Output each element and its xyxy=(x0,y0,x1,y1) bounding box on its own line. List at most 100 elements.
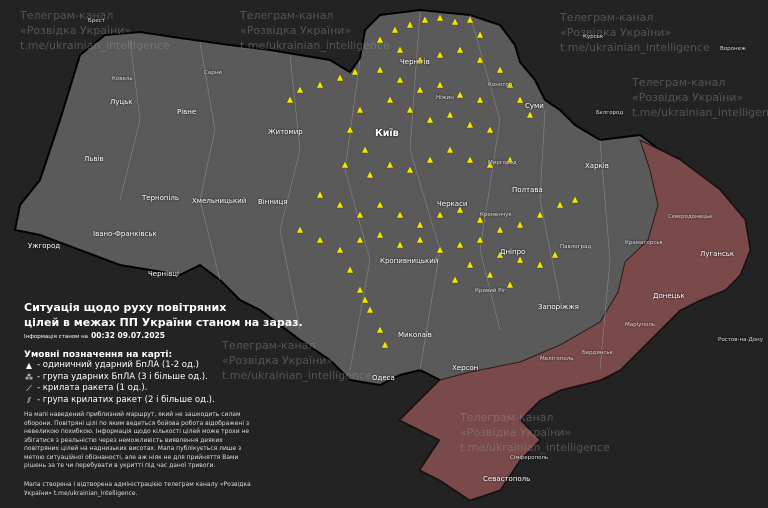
city-sievierodonetsk: Сєвєродонецьк xyxy=(668,214,713,220)
drone-marker xyxy=(506,280,514,289)
drone-marker xyxy=(486,160,494,169)
drone-marker xyxy=(486,270,494,279)
wm-line: «Розвідка України» xyxy=(222,354,334,367)
drone-marker xyxy=(381,340,389,349)
city-sumy: Суми xyxy=(525,102,544,110)
drone-marker xyxy=(516,255,524,264)
drone-marker xyxy=(416,85,424,94)
drone-group-icon: ⁂ xyxy=(25,372,33,382)
drone-marker xyxy=(346,125,354,134)
drone-marker xyxy=(421,15,429,24)
city-kursk: Курськ xyxy=(583,34,604,40)
drone-marker xyxy=(496,225,504,234)
drone-marker xyxy=(536,260,544,269)
drone-markers xyxy=(286,13,579,349)
drone-marker xyxy=(386,95,394,104)
drone-marker xyxy=(426,155,434,164)
drone-marker xyxy=(316,190,324,199)
city-mariupol: Маріуполь xyxy=(625,322,656,328)
drone-marker xyxy=(436,210,444,219)
legend-label: - крилата ракета (1 од.). xyxy=(37,383,148,393)
drone-marker xyxy=(341,160,349,169)
single-drone-icon: ▲ xyxy=(25,361,33,370)
city-brest: Брест xyxy=(88,18,105,24)
city-cherkasy: Черкаси xyxy=(437,200,468,208)
city-sevastopol: Севастополь xyxy=(483,475,531,483)
wm-line: t.me/ukrainian_intelligence xyxy=(560,41,710,54)
wm-line: Телеграм-канал xyxy=(222,339,316,352)
drone-marker xyxy=(351,67,359,76)
drone-marker xyxy=(416,235,424,244)
legend-label: - група крилатих ракет (2 і більше од.). xyxy=(37,394,215,405)
city-dnipro: Дніпро xyxy=(500,248,526,256)
drone-marker xyxy=(476,215,484,224)
city-chernivtsi: Чернівці xyxy=(148,270,179,278)
wm-line: t.me/ukrainian_intelligence xyxy=(632,106,768,119)
drone-marker xyxy=(296,85,304,94)
city-kharkiv: Харків xyxy=(585,162,609,170)
city-kropyvnytskyi: Кропивницький xyxy=(380,257,439,265)
wm-line: t.me/ukrainian_intelligence xyxy=(460,441,610,454)
drone-marker xyxy=(396,240,404,249)
city-rivne: Рівне xyxy=(177,108,197,116)
drone-marker xyxy=(456,90,464,99)
city-lviv: Львів xyxy=(84,155,104,163)
drone-marker xyxy=(436,50,444,59)
drone-marker xyxy=(386,160,394,169)
drone-marker xyxy=(496,65,504,74)
watermark: Телеграм-канал «Розвідка України» t.me/ukr… xyxy=(20,8,170,53)
drone-marker xyxy=(376,200,384,209)
drone-marker xyxy=(366,305,374,314)
wm-line: Телеграм-канал xyxy=(20,9,114,22)
oblast-borders xyxy=(119,11,611,371)
drone-marker xyxy=(396,45,404,54)
title-line-1: Ситуація щодо руху повітряних xyxy=(24,301,227,314)
drone-marker xyxy=(436,245,444,254)
occupied-territory xyxy=(399,139,751,501)
legend-item: ⫽ - група крилатих ракет (2 і більше од.)… xyxy=(24,395,303,407)
city-zaporizhzhia: Запоріжжя xyxy=(538,303,579,311)
drone-marker xyxy=(361,145,369,154)
cruise-missile-icon: ⟋ xyxy=(26,384,32,393)
drone-marker xyxy=(506,80,514,89)
drone-marker xyxy=(456,205,464,214)
drone-marker xyxy=(451,17,459,26)
drone-marker xyxy=(356,210,364,219)
drone-marker xyxy=(506,155,514,164)
city-ternopil: Тернопіль xyxy=(142,194,180,202)
city-mykolaiv: Миколаїв xyxy=(398,331,432,339)
city-uzhhorod: Ужгород xyxy=(28,242,61,250)
drone-marker xyxy=(396,75,404,84)
drone-marker xyxy=(436,80,444,89)
drone-marker xyxy=(361,295,369,304)
drone-marker xyxy=(516,95,524,104)
drone-marker xyxy=(456,45,464,54)
drone-marker xyxy=(286,95,294,104)
drone-marker xyxy=(556,200,564,209)
city-bilhorod: Бєлгород xyxy=(596,110,624,116)
drone-marker xyxy=(451,275,459,284)
watermark: Телеграм-канал «Розвідка України» t.me/ukr… xyxy=(240,8,390,53)
city-myrhorod: Миргород xyxy=(488,160,517,166)
legend: Ситуація щодо руху повітряних цілей в ме… xyxy=(24,300,303,406)
drone-marker xyxy=(376,35,384,44)
wm-line: «Розвідка України» xyxy=(560,26,672,39)
city-khmelnytskyi: Хмельницький xyxy=(192,197,247,205)
disclaimer-note: На мапі наведений приблизний маршрут, як… xyxy=(24,411,250,469)
drone-marker xyxy=(416,220,424,229)
drone-marker xyxy=(476,55,484,64)
wm-line: Телеграм-канал xyxy=(240,9,334,22)
info-time: 00:32 09.07.2025 xyxy=(91,331,165,340)
drone-marker xyxy=(336,73,344,82)
wm-line: t.me/ukrainian_intelligence xyxy=(20,39,170,52)
drone-marker xyxy=(376,65,384,74)
drone-marker xyxy=(456,240,464,249)
legend-item: ▲ - одиничний ударний БпЛА (1-2 од.) xyxy=(24,360,303,372)
drone-marker xyxy=(356,285,364,294)
city-simferopol: Сімферополь xyxy=(510,455,549,461)
drone-marker xyxy=(296,225,304,234)
drone-marker xyxy=(571,195,579,204)
city-donetsk: Донецьк xyxy=(653,292,685,300)
